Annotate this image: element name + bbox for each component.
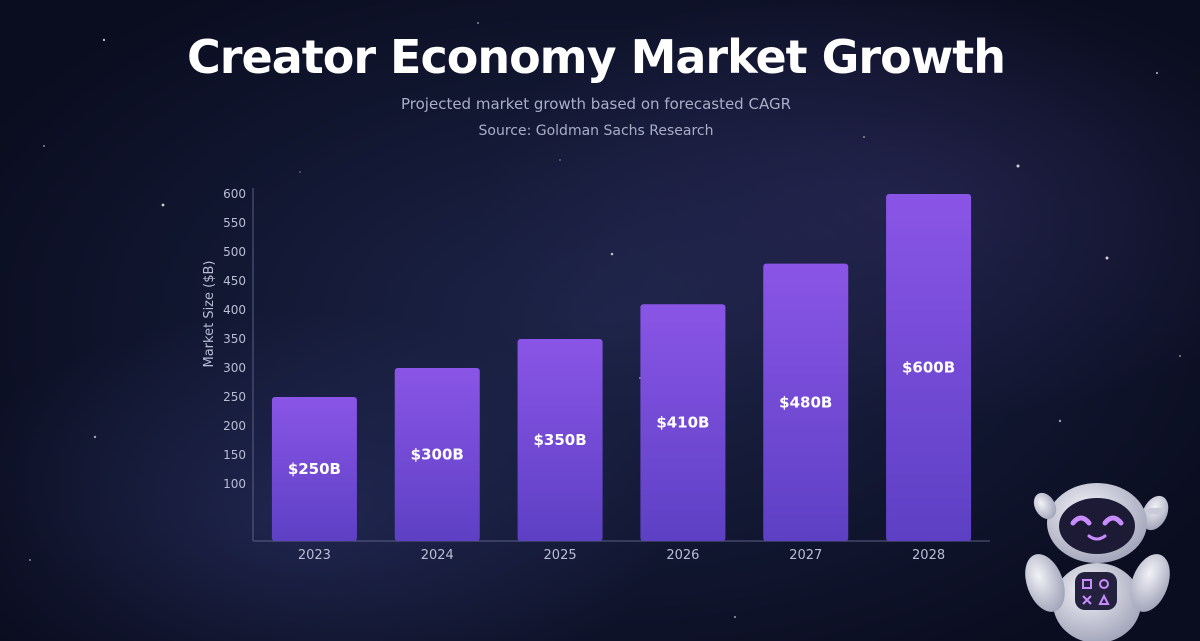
y-tick-label: 500 xyxy=(223,245,246,259)
bar-2025 xyxy=(517,339,603,541)
bar-2024 xyxy=(394,368,480,541)
y-tick-label: 550 xyxy=(223,216,246,230)
y-tick-label: 200 xyxy=(223,419,246,433)
x-tick-label: 2025 xyxy=(544,548,577,563)
x-tick-label: 2028 xyxy=(912,548,945,563)
data-label: $480B xyxy=(779,393,832,411)
x-tick-label: 2024 xyxy=(421,548,454,563)
bar-2026 xyxy=(640,304,726,541)
chart-source: Source: Goldman Sachs Research xyxy=(478,123,714,139)
y-axis-label: Market Size ($B) xyxy=(202,261,217,368)
y-tick-label: 300 xyxy=(223,361,246,375)
x-tick-label: 2023 xyxy=(298,548,331,563)
y-tick-label: 150 xyxy=(223,448,246,462)
data-label: $350B xyxy=(533,431,586,449)
bar-2023 xyxy=(271,397,357,541)
data-label: $600B xyxy=(902,359,955,377)
y-tick-label: 400 xyxy=(223,303,246,317)
chart-subtitle: Projected market growth based on forecas… xyxy=(401,95,791,113)
y-tick-label: 250 xyxy=(223,390,246,404)
y-tick-label: 600 xyxy=(223,187,246,201)
chart-title: Creator Economy Market Growth xyxy=(187,30,1006,84)
y-tick-label: 450 xyxy=(223,274,246,288)
bar-2028 xyxy=(886,194,972,541)
y-tick-label: 350 xyxy=(223,332,246,346)
data-label: $410B xyxy=(656,414,709,432)
x-tick-label: 2026 xyxy=(666,548,699,563)
bar-2027 xyxy=(763,263,849,541)
robot-mascot-illustration xyxy=(1025,483,1170,641)
x-tick-label: 2027 xyxy=(789,548,822,563)
data-label: $300B xyxy=(411,446,464,464)
y-tick-label: 100 xyxy=(223,477,246,491)
data-label: $250B xyxy=(288,460,341,478)
